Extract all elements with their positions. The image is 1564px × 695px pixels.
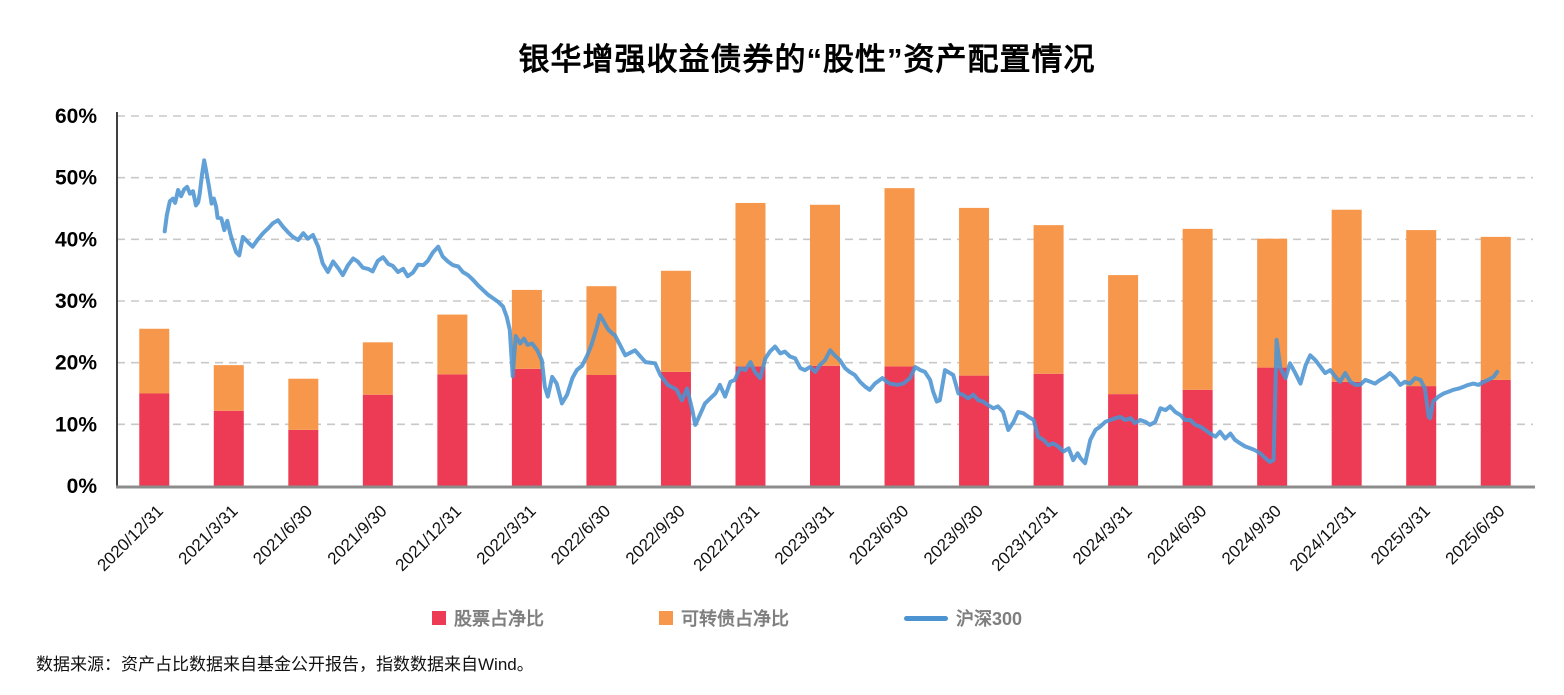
bar-stock	[213, 410, 244, 486]
bar-convertible	[1108, 275, 1139, 395]
bar-convertible	[1331, 209, 1362, 382]
bar-convertible	[213, 365, 244, 411]
bar-stock	[139, 393, 170, 486]
bar-convertible	[959, 207, 990, 376]
x-tick-label: 2024/12/31	[1286, 501, 1360, 575]
x-tick-label: 2023/3/31	[771, 501, 838, 568]
bar-convertible	[660, 270, 691, 372]
csi300-line	[162, 158, 1500, 466]
x-tick-label: 2023/12/31	[988, 501, 1062, 575]
bar-convertible	[884, 188, 915, 367]
x-tick-label: 2021/12/31	[392, 501, 466, 575]
x-tick-label: 2023/6/30	[845, 501, 912, 568]
bar-convertible	[362, 342, 393, 395]
x-tick-label: 2024/3/31	[1069, 501, 1136, 568]
chart-title: 银华增强收益债券的“股性”资产配置情况	[518, 42, 1096, 77]
x-tick-label: 2025/6/30	[1442, 501, 1509, 568]
x-tick-label: 2021/3/31	[175, 501, 242, 568]
csi300-line-icon	[903, 615, 948, 621]
x-tick-label: 2023/9/30	[920, 501, 987, 568]
y-tick-label: 50%	[55, 167, 97, 190]
combo-chart: 0%10%20%30%40%50%60%2020/12/31 2021/3/31 2…	[55, 105, 1535, 575]
y-tick-label: 60%	[55, 105, 97, 128]
stock-swatch-icon	[431, 611, 446, 625]
bar-stock	[1033, 373, 1064, 486]
bar-stock	[735, 366, 766, 486]
x-tick-label: 2022/9/30	[622, 501, 689, 568]
bar-stock	[288, 429, 319, 486]
bar-convertible	[437, 314, 468, 375]
legend-item-csi300: 沪深300	[903, 605, 1023, 631]
bar-convertible	[139, 328, 170, 394]
bar-convertible	[1182, 228, 1213, 390]
bar-convertible	[810, 204, 840, 366]
x-tick-label: 2024/9/30	[1218, 501, 1285, 568]
source-note: 数据来源：资产占比数据来自基金公开报告，指数数据来自Wind。	[36, 655, 534, 674]
bar-stock	[437, 374, 468, 486]
x-tick-label: 2025/3/31	[1367, 501, 1434, 568]
x-tick-label: 2021/9/30	[324, 501, 391, 568]
bar-convertible	[288, 378, 319, 430]
x-tick-label: 2024/6/30	[1144, 501, 1211, 568]
legend-label-stock: 股票占净比	[453, 609, 544, 629]
bar-stock	[810, 365, 840, 486]
bar-stock	[586, 375, 617, 486]
bar-convertible	[1033, 225, 1064, 374]
y-tick-label: 0%	[67, 475, 98, 498]
bar-convertible	[735, 202, 766, 367]
y-tick-label: 10%	[55, 413, 97, 436]
bar-stock	[362, 394, 393, 486]
bar-convertible	[1406, 230, 1437, 387]
bar-stock	[1108, 394, 1139, 486]
bar-convertible	[1480, 236, 1511, 380]
legend-item-convertible: 可转债占净比	[658, 605, 789, 631]
legend: 股票占净比 可转债占净比 沪深300	[0, 605, 1454, 631]
x-tick-label: 2021/6/30	[249, 501, 316, 568]
bar-stock	[1257, 367, 1288, 486]
x-tick-label: 2022/3/31	[473, 501, 540, 568]
bar-stock	[511, 368, 542, 486]
bar-stock	[1182, 389, 1213, 486]
x-tick-label: 2020/12/31	[93, 501, 167, 575]
x-tick-label: 2022/12/31	[690, 501, 764, 575]
bar-stock	[1331, 381, 1362, 486]
legend-label-convertible: 可转债占净比	[680, 609, 789, 629]
y-tick-label: 30%	[55, 290, 97, 313]
bar-convertible	[1257, 238, 1288, 368]
convertible-swatch-icon	[658, 611, 673, 625]
bar-stock	[1480, 379, 1511, 486]
legend-label-csi300: 沪深300	[955, 609, 1023, 629]
y-tick-label: 40%	[55, 228, 97, 251]
bar-stock	[959, 375, 990, 486]
x-tick-label: 2022/6/30	[547, 501, 614, 568]
y-tick-label: 20%	[55, 352, 97, 375]
bar-convertible	[511, 289, 542, 369]
legend-item-stock: 股票占净比	[431, 605, 544, 631]
